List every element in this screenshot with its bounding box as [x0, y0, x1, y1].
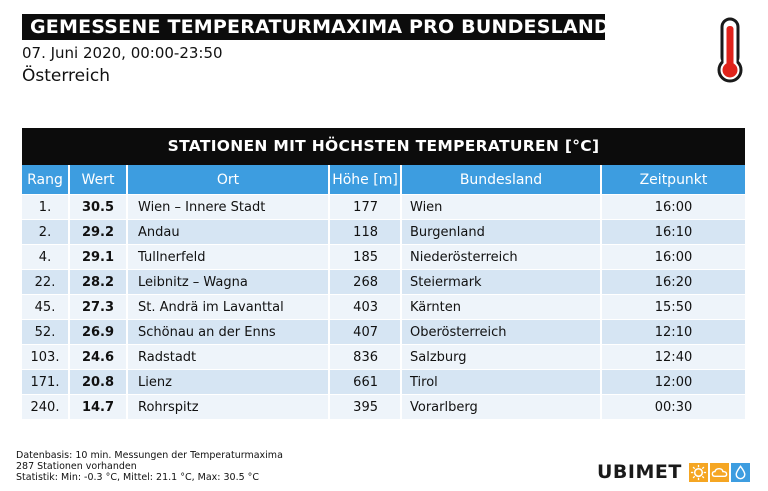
cell-ort: Schönau an der Enns [128, 319, 330, 344]
cell-wert: 26.9 [70, 319, 128, 344]
thermometer-icon [717, 17, 743, 83]
column-header-wert: Wert [70, 165, 128, 194]
cell-hoehe: 268 [330, 269, 402, 294]
cell-zeitpunkt: 16:00 [602, 194, 745, 219]
column-header-rang: Rang [22, 165, 70, 194]
cell-ort: Radstadt [128, 344, 330, 369]
drop-icon [730, 462, 750, 482]
column-header-ort: Ort [128, 165, 330, 194]
column-header-bundesland: Bundesland [402, 165, 602, 194]
region-label: Österreich [22, 66, 110, 86]
cell-ort: St. Andrä im Lavanttal [128, 294, 330, 319]
cell-wert: 28.2 [70, 269, 128, 294]
table-row: 1. 30.5 Wien – Innere Stadt 177 Wien 16:… [22, 194, 745, 219]
cell-rang: 45. [22, 294, 70, 319]
table-row: 171. 20.8 Lienz 661 Tirol 12:00 [22, 369, 745, 394]
cell-hoehe: 118 [330, 219, 402, 244]
table-row: 2. 29.2 Andau 118 Burgenland 16:10 [22, 219, 745, 244]
cell-wert: 30.5 [70, 194, 128, 219]
table-row: 103. 24.6 Radstadt 836 Salzburg 12:40 [22, 344, 745, 369]
cell-zeitpunkt: 00:30 [602, 394, 745, 419]
cell-bundesland: Oberösterreich [402, 319, 602, 344]
footer-statistics: Statistik: Min: -0.3 °C, Mittel: 21.1 °C… [16, 472, 260, 483]
cell-wert: 20.8 [70, 369, 128, 394]
cell-ort: Rohrspitz [128, 394, 330, 419]
footer-data-basis: Datenbasis: 10 min. Messungen der Temper… [16, 450, 283, 461]
cell-rang: 22. [22, 269, 70, 294]
cell-rang: 4. [22, 244, 70, 269]
ubimet-logo: UBIMET [597, 461, 750, 483]
cell-wert: 27.3 [70, 294, 128, 319]
cell-zeitpunkt: 12:00 [602, 369, 745, 394]
logo-text: UBIMET [597, 461, 682, 483]
cell-zeitpunkt: 16:10 [602, 219, 745, 244]
cell-zeitpunkt: 16:00 [602, 244, 745, 269]
table-title: STATIONEN MIT HÖCHSTEN TEMPERATUREN [°C] [22, 128, 745, 165]
cell-bundesland: Niederösterreich [402, 244, 602, 269]
cell-zeitpunkt: 12:40 [602, 344, 745, 369]
cloud-icon [709, 462, 729, 482]
table-row: 22. 28.2 Leibnitz – Wagna 268 Steiermark… [22, 269, 745, 294]
footer-notes: Datenbasis: 10 min. Messungen der Temper… [16, 450, 283, 483]
cell-rang: 171. [22, 369, 70, 394]
cell-bundesland: Tirol [402, 369, 602, 394]
footer-station-count: 287 Stationen vorhanden [16, 461, 137, 472]
table-row: 240. 14.7 Rohrspitz 395 Vorarlberg 00:30 [22, 394, 745, 419]
cell-bundesland: Vorarlberg [402, 394, 602, 419]
column-header-row: Rang Wert Ort Höhe [m] Bundesland Zeitpu… [22, 165, 745, 194]
table-row: 45. 27.3 St. Andrä im Lavanttal 403 Kärn… [22, 294, 745, 319]
cell-hoehe: 395 [330, 394, 402, 419]
cell-rang: 52. [22, 319, 70, 344]
cell-wert: 29.2 [70, 219, 128, 244]
sun-icon [688, 462, 708, 482]
cell-wert: 29.1 [70, 244, 128, 269]
cell-bundesland: Burgenland [402, 219, 602, 244]
cell-zeitpunkt: 16:20 [602, 269, 745, 294]
cell-rang: 240. [22, 394, 70, 419]
cell-zeitpunkt: 15:50 [602, 294, 745, 319]
cell-hoehe: 836 [330, 344, 402, 369]
cell-rang: 103. [22, 344, 70, 369]
temperature-table: STATIONEN MIT HÖCHSTEN TEMPERATUREN [°C]… [22, 128, 745, 419]
cell-hoehe: 661 [330, 369, 402, 394]
date-subtitle: 07. Juni 2020, 00:00-23:50 [22, 44, 223, 62]
cell-ort: Wien – Innere Stadt [128, 194, 330, 219]
table-row: 4. 29.1 Tullnerfeld 185 Niederösterreich… [22, 244, 745, 269]
cell-hoehe: 177 [330, 194, 402, 219]
cell-hoehe: 407 [330, 319, 402, 344]
page-title: GEMESSENE TEMPERATURMAXIMA PRO BUNDESLAN… [22, 14, 610, 40]
cell-ort: Tullnerfeld [128, 244, 330, 269]
cell-bundesland: Kärnten [402, 294, 602, 319]
column-header-hoehe: Höhe [m] [330, 165, 402, 194]
cell-bundesland: Steiermark [402, 269, 602, 294]
cell-wert: 24.6 [70, 344, 128, 369]
cell-rang: 1. [22, 194, 70, 219]
cell-ort: Lienz [128, 369, 330, 394]
cell-zeitpunkt: 12:10 [602, 319, 745, 344]
cell-wert: 14.7 [70, 394, 128, 419]
column-header-zeitpunkt: Zeitpunkt [602, 165, 745, 194]
cell-hoehe: 185 [330, 244, 402, 269]
cell-rang: 2. [22, 219, 70, 244]
cell-ort: Leibnitz – Wagna [128, 269, 330, 294]
cell-hoehe: 403 [330, 294, 402, 319]
cell-ort: Andau [128, 219, 330, 244]
table-row: 52. 26.9 Schönau an der Enns 407 Oberöst… [22, 319, 745, 344]
cell-bundesland: Salzburg [402, 344, 602, 369]
cell-bundesland: Wien [402, 194, 602, 219]
